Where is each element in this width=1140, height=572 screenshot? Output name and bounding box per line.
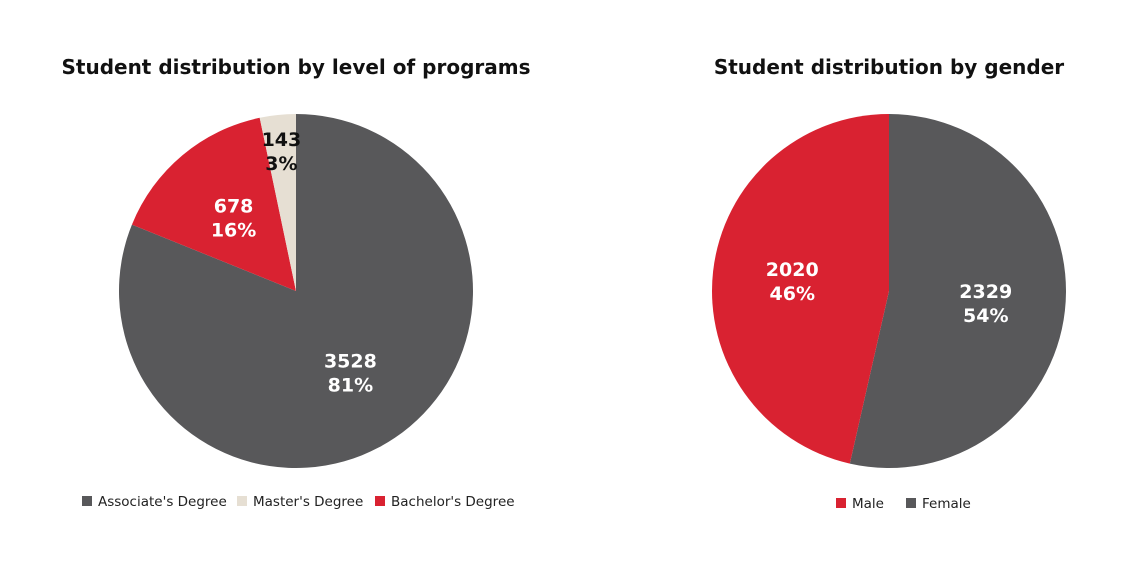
data-label-percent: 3% (265, 153, 297, 175)
data-label-percent: 54% (963, 305, 1008, 327)
data-label-value: 2329 (959, 281, 1012, 303)
chart-title: Student distribution by gender (714, 55, 1064, 79)
pie-slice-bachelor-s-degree (131, 117, 296, 292)
legend-label: Male (852, 496, 884, 512)
legend-swatch (82, 496, 92, 506)
data-label-percent: 81% (328, 375, 373, 397)
pie-slice-master-s-degree (259, 114, 296, 291)
data-label-value: 3528 (324, 351, 377, 373)
data-label-value: 678 (214, 195, 254, 217)
legend-label: Bachelor's Degree (391, 494, 515, 510)
data-label-percent: 46% (770, 283, 815, 305)
legend-swatch (237, 496, 247, 506)
legend-swatch (836, 498, 846, 508)
data-label-value: 143 (262, 129, 302, 151)
pie-slice-female (849, 114, 1066, 468)
legend-swatch (906, 498, 916, 508)
legend-label: Master's Degree (253, 494, 363, 510)
legend-swatch (375, 496, 385, 506)
legend-label: Associate's Degree (98, 494, 227, 510)
legend-label: Female (922, 496, 971, 512)
chart-title: Student distribution by level of program… (61, 55, 530, 79)
data-label-percent: 16% (211, 219, 256, 241)
pie-slice-male (711, 114, 889, 464)
data-label-value: 2020 (766, 259, 819, 281)
